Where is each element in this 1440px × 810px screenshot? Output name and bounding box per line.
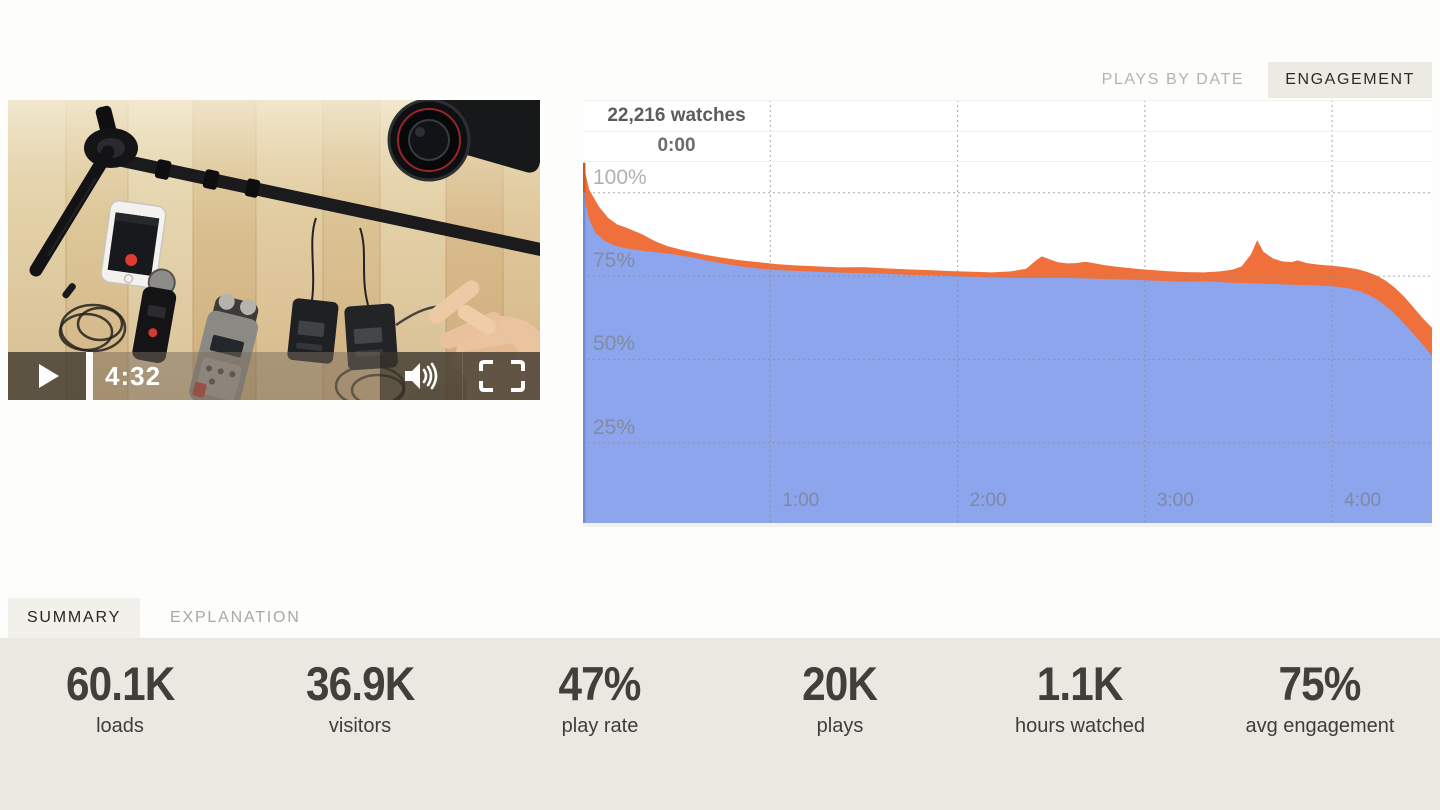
wireless-pack-1: [287, 298, 339, 364]
lavalier-cable: [58, 283, 127, 353]
stat-label: avg engagement: [1245, 715, 1395, 737]
stat-label: play rate: [561, 715, 639, 737]
stat-avg-engagement: 75% avg engagement: [1200, 656, 1440, 738]
stat-value: 36.9K: [305, 657, 415, 710]
tab-summary[interactable]: SUMMARY: [8, 598, 140, 638]
summary-panel: 60.1K loads 36.9K visitors 47% play rate…: [0, 638, 1440, 810]
x-tick-label: 1:00: [782, 490, 820, 511]
stat-plays: 20K plays: [720, 656, 960, 738]
stat-hours-watched: 1.1K hours watched: [960, 656, 1200, 738]
stat-label: loads: [96, 715, 144, 737]
stats-row: 60.1K loads 36.9K visitors 47% play rate…: [0, 638, 1440, 738]
tab-explanation[interactable]: EXPLANATION: [170, 609, 301, 626]
volume-icon: [405, 362, 438, 390]
tab-plays-by-date[interactable]: PLAYS BY DATE: [1101, 71, 1245, 88]
stat-value: 1.1K: [1037, 657, 1124, 710]
summary-tabs: SUMMARY EXPLANATION: [8, 598, 331, 638]
boom-pole: [113, 153, 540, 257]
stat-play-rate: 47% play rate: [480, 656, 720, 738]
x-tick-label: 4:00: [1344, 490, 1382, 511]
y-tick-label: 25%: [593, 415, 636, 439]
fullscreen-icon: [478, 360, 525, 392]
player-controls: 4:32: [8, 352, 540, 400]
handheld-recorder-small: [132, 268, 177, 363]
video-player[interactable]: 4:32: [8, 100, 540, 400]
antenna-wire-1: [311, 217, 317, 301]
area-engagement: [583, 192, 1432, 523]
stat-loads: 60.1K loads: [0, 656, 240, 738]
shotgun-microphone: [29, 105, 138, 277]
stat-value: 75%: [1279, 657, 1362, 710]
smartphone: [100, 200, 167, 289]
y-tick-label: 50%: [593, 332, 636, 356]
stat-label: plays: [816, 715, 864, 737]
x-tick-label: 2:00: [969, 490, 1007, 511]
x-tick-label: 3:00: [1156, 490, 1194, 511]
chart-header-time-row: 0:00: [583, 131, 1432, 162]
y-tick-label: 100%: [593, 165, 647, 189]
duration-label: 4:32: [105, 360, 162, 391]
tab-engagement[interactable]: ENGAGEMENT: [1268, 62, 1432, 98]
watches-count-label: 22,216 watches: [607, 105, 746, 126]
timeline-scrubber[interactable]: 4:32: [93, 352, 380, 400]
play-button[interactable]: [8, 352, 86, 400]
stat-label: visitors: [328, 715, 392, 737]
camera: [387, 100, 540, 182]
chart-header-watches-row: 22,216 watches: [583, 100, 1432, 132]
fullscreen-button[interactable]: [462, 352, 540, 400]
volume-button[interactable]: [380, 352, 462, 400]
chart-view-tabs: PLAYS BY DATE ENGAGEMENT: [1088, 62, 1432, 98]
stat-visitors: 36.9K visitors: [240, 656, 480, 738]
antenna-wire-2: [359, 227, 369, 306]
y-tick-label: 75%: [593, 249, 636, 273]
hover-time-label: 0:00: [657, 135, 696, 156]
stat-value: 47%: [559, 657, 642, 710]
play-icon: [39, 364, 59, 388]
stat-label: hours watched: [1014, 715, 1146, 737]
stat-value: 20K: [802, 657, 879, 710]
stat-value: 60.1K: [65, 657, 175, 710]
engagement-area-plot: [583, 100, 1432, 523]
engagement-chart[interactable]: 22,216 watches 0:00 100% 75% 50% 25% 1:00 2:0…: [583, 100, 1432, 527]
playhead-handle[interactable]: [86, 352, 93, 400]
